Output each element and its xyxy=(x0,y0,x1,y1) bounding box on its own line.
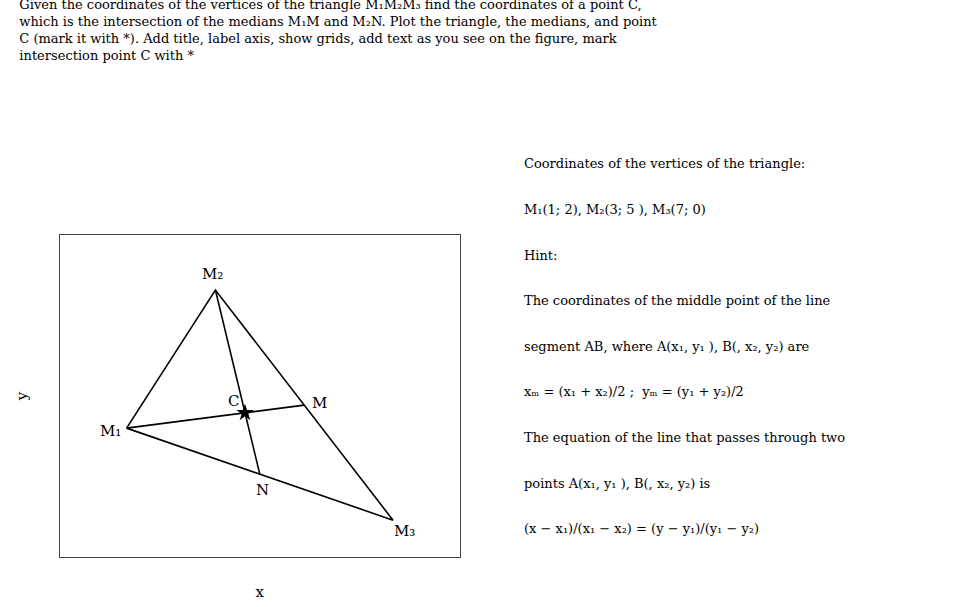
svg-text:segment AB, where A(x₁, y₁ ),: segment AB, where A(x₁, y₁ ), B(, x₂, y₂… xyxy=(524,339,810,354)
svg-text:Hint:: Hint: xyxy=(524,248,557,263)
svg-text:N: N xyxy=(256,481,269,499)
svg-text:M₁: M₁ xyxy=(100,422,121,440)
svg-text:M₁(1; 2), M₂(3; 5 ), M₃(7; 0): M₁(1; 2), M₂(3; 5 ), M₃(7; 0) xyxy=(524,202,706,217)
svg-text:M₃: M₃ xyxy=(394,522,415,540)
svg-text:y: y xyxy=(14,391,32,401)
svg-text:Given the coordinates of the v: Given the coordinates of the vertices of… xyxy=(19,0,657,63)
svg-text:points A(x₁, y₁ ), B(, x₂, y₂): points A(x₁, y₁ ), B(, x₂, y₂) is xyxy=(524,476,710,491)
svg-text:(x − x₁)/(x₁ − x₂) = (y − y₁)/: (x − x₁)/(x₁ − x₂) = (y − y₁)/(y₁ − y₂) xyxy=(524,521,759,536)
svg-text:x: x xyxy=(256,583,265,601)
svg-text:xₘ = (x₁ + x₂)/2 ; yₘ = (y₁ +: xₘ = (x₁ + x₂)/2 ; yₘ = (y₁ + y₂)/2 xyxy=(524,384,744,399)
svg-text:M₂: M₂ xyxy=(202,265,223,283)
svg-text:Coordinates of the vertices of: Coordinates of the vertices of the trian… xyxy=(524,156,805,171)
svg-text:The coordinates of the middle: The coordinates of the middle point of t… xyxy=(524,293,831,308)
svg-text:The equation of the line that: The equation of the line that passes thr… xyxy=(524,430,845,445)
svg-text:C: C xyxy=(228,392,239,410)
svg-text:M: M xyxy=(312,394,327,412)
